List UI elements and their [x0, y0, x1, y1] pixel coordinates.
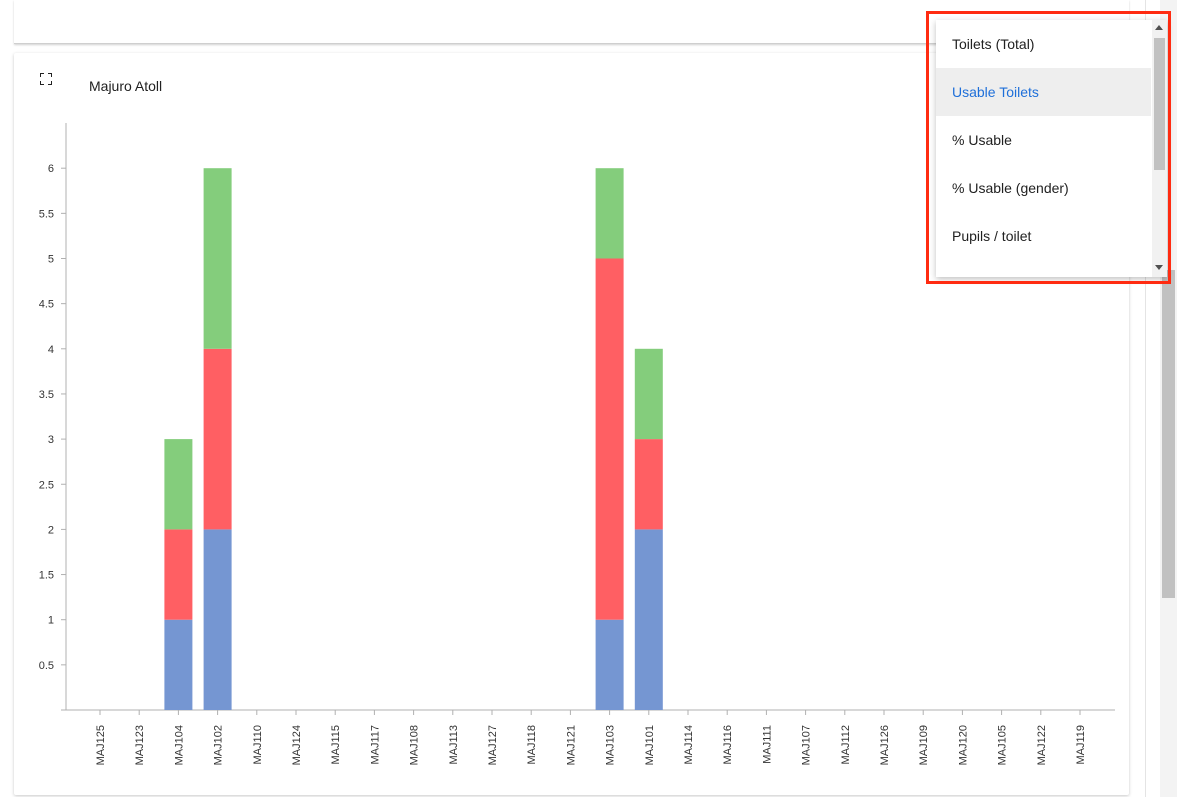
x-tick-label: MAJ118	[526, 725, 538, 765]
x-tick-label: MAJ122	[1036, 725, 1048, 765]
x-tick-label: MAJ127	[487, 725, 499, 765]
bar-segment[interactable]	[634, 529, 663, 710]
bar-segment[interactable]	[164, 529, 193, 620]
dropdown-item-toilets-total[interactable]: Toilets (Total)	[952, 36, 1035, 52]
x-tick-label: MAJ108	[409, 725, 421, 765]
x-tick-label: MAJ105	[997, 725, 1009, 765]
x-tick-label: MAJ123	[134, 725, 146, 765]
card-title: Majuro Atoll	[89, 78, 163, 94]
bar-segment[interactable]	[634, 439, 663, 530]
y-tick-label: 3.5	[39, 389, 54, 401]
y-tick-label: 2	[48, 524, 54, 536]
bar-segment[interactable]	[203, 348, 232, 530]
x-tick-label: MAJ115	[330, 725, 342, 765]
x-tick-label: MAJ119	[1075, 725, 1087, 765]
x-tick-label: MAJ120	[957, 725, 969, 765]
dropdown-item-percent-usable[interactable]: % Usable	[952, 132, 1012, 148]
x-tick-label: MAJ109	[918, 725, 930, 765]
y-tick-label: 4.5	[39, 299, 54, 311]
x-tick-label: MAJ126	[879, 725, 891, 765]
dropdown-item-usable-toilets[interactable]: Usable Toilets	[936, 68, 1151, 116]
x-tick-label: MAJ101	[644, 725, 656, 765]
y-tick-label: 1.5	[39, 570, 54, 582]
bar-segment[interactable]	[595, 168, 624, 259]
dropdown-item-pupils-per-toilet[interactable]: Pupils / toilet	[952, 228, 1032, 244]
scroll-down-arrow-icon[interactable]	[1155, 265, 1163, 270]
x-tick-label: MAJ103	[605, 725, 617, 765]
dropdown-item-percent-usable-gender[interactable]: % Usable (gender)	[952, 180, 1069, 196]
indicator-dropdown-menu: Toilets (Total) Usable Toilets % Usable …	[936, 20, 1167, 277]
y-tick-label: 5.5	[39, 208, 54, 220]
x-tick-label: MAJ110	[252, 725, 264, 765]
x-tick-label: MAJ113	[448, 725, 460, 765]
x-tick-label: MAJ117	[369, 725, 381, 765]
y-tick-label: 0.5	[39, 660, 54, 672]
bar-segment[interactable]	[595, 619, 624, 710]
x-tick-label: MAJ125	[95, 725, 107, 765]
x-tick-label: MAJ102	[213, 725, 225, 765]
x-tick-label: MAJ121	[565, 725, 577, 765]
bar-segment[interactable]	[203, 529, 232, 710]
y-tick-label: 4	[48, 344, 54, 356]
y-tick-label: 5	[48, 254, 54, 266]
bar-segment[interactable]	[164, 619, 193, 710]
y-tick-label: 2.5	[39, 479, 54, 491]
y-tick-label: 3	[48, 434, 54, 446]
x-tick-label: MAJ116	[722, 725, 734, 765]
scroll-up-arrow-icon[interactable]	[1155, 25, 1163, 30]
x-tick-label: MAJ112	[840, 725, 852, 765]
x-tick-label: MAJ111	[761, 725, 773, 764]
y-tick-label: 1	[48, 615, 54, 627]
x-tick-label: MAJ124	[291, 725, 303, 765]
x-tick-label: MAJ114	[683, 725, 695, 765]
y-tick-label: 6	[48, 163, 54, 175]
page-scrollbar-thumb[interactable]	[1162, 270, 1175, 598]
x-tick-label: MAJ107	[801, 725, 813, 765]
x-tick-label: MAJ104	[173, 725, 185, 765]
bar-segment[interactable]	[203, 168, 232, 349]
bar-segment[interactable]	[634, 348, 663, 440]
bar-segment[interactable]	[164, 439, 193, 530]
page-divider	[1145, 0, 1146, 797]
bar-segment[interactable]	[595, 258, 624, 620]
dropdown-scrollbar-thumb[interactable]	[1154, 38, 1165, 170]
